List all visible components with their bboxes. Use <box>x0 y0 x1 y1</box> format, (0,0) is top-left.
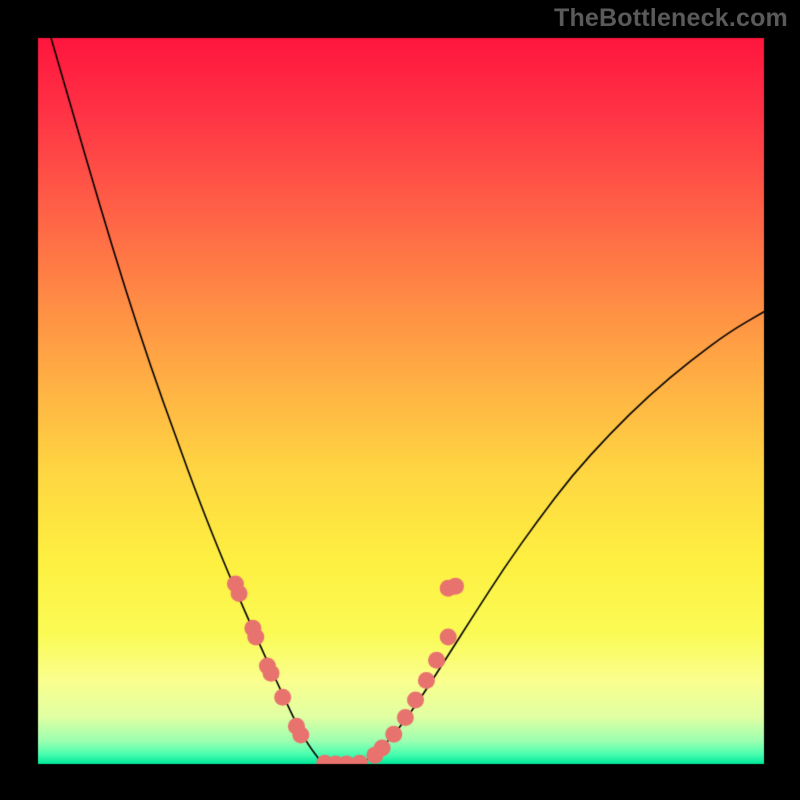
watermark-text: TheBottleneck.com <box>554 4 788 33</box>
bottleneck-chart <box>0 0 800 800</box>
